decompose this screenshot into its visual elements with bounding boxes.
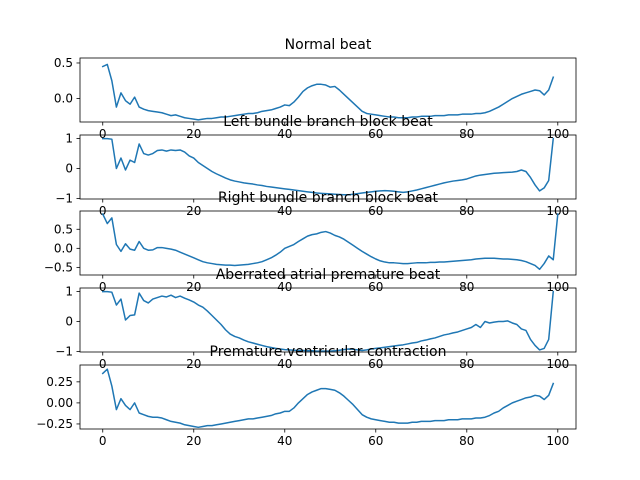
x-tick-label: 0 xyxy=(99,434,107,448)
y-tick-label: −0.25 xyxy=(36,417,73,431)
x-tick-label: 80 xyxy=(459,127,474,141)
series-line xyxy=(102,290,555,352)
subplot-4: 1 0 −1 0 20 40 60 80 100 xyxy=(55,285,577,371)
x-tick-label: 40 xyxy=(277,280,292,294)
y-tick-label: 0.25 xyxy=(46,375,73,389)
subplot-title: Normal beat xyxy=(285,37,372,53)
y-tick-label: 0.5 xyxy=(54,56,73,70)
y-tick-label: 1 xyxy=(65,132,73,146)
x-tick-label: 60 xyxy=(368,280,383,294)
subplot-5: 0.25 0.00 −0.25 0 20 40 60 80 100 xyxy=(36,364,577,448)
y-tick-label: −1 xyxy=(55,344,73,358)
x-tick-label: 100 xyxy=(546,127,569,141)
axis-frame xyxy=(79,57,577,123)
x-tick-label: 40 xyxy=(277,127,292,141)
x-tick-label: 0 xyxy=(99,280,107,294)
axis-frame xyxy=(79,364,577,430)
x-tick-label: 60 xyxy=(368,434,383,448)
series-line xyxy=(101,368,555,429)
x-tick-label: 80 xyxy=(459,434,474,448)
x-tick-label: 20 xyxy=(186,434,201,448)
y-tick-label: 0 xyxy=(65,314,73,328)
x-tick-label: 100 xyxy=(546,280,569,294)
subplot-1: 0.5 0.0 0 20 40 60 80 100 xyxy=(54,56,577,141)
y-tick-label: 0.0 xyxy=(54,241,73,255)
axis-frame xyxy=(79,210,577,276)
x-tick-label: 100 xyxy=(546,434,569,448)
y-tick-label: 0.00 xyxy=(46,396,73,410)
x-tick-label: 20 xyxy=(186,280,201,294)
series-line xyxy=(102,137,555,196)
y-tick-label: −0.5 xyxy=(44,260,73,274)
subplot-title: Right bundle branch block beat xyxy=(218,190,439,206)
x-tick-label: 20 xyxy=(186,127,201,141)
axis-frame xyxy=(79,287,577,353)
x-tick-label: 100 xyxy=(546,357,569,371)
x-tick-label: 0 xyxy=(99,127,107,141)
x-tick-label: 60 xyxy=(368,127,383,141)
subplot-title: Premature ventricular contraction xyxy=(210,344,447,360)
axis-frame xyxy=(79,134,577,200)
series-line xyxy=(101,213,559,271)
x-tick-label: 20 xyxy=(186,357,201,371)
y-tick-label: 0.5 xyxy=(54,222,73,236)
x-tick-label: 80 xyxy=(459,280,474,294)
subplot-3: 0.5 0.0 −0.5 0 20 40 60 80 100 xyxy=(44,210,577,294)
x-tick-label: 80 xyxy=(459,357,474,371)
subplot-title: Aberrated atrial premature beat xyxy=(216,267,441,283)
y-tick-label: 1 xyxy=(65,285,73,299)
x-tick-label: 40 xyxy=(277,357,292,371)
series-line xyxy=(101,63,555,121)
y-tick-label: −1 xyxy=(55,191,73,205)
x-tick-label: 60 xyxy=(368,357,383,371)
y-tick-label: 0 xyxy=(65,161,73,175)
subplot-title: Left bundle branch block beat xyxy=(223,114,433,130)
y-tick-label: 0.0 xyxy=(54,92,73,106)
x-tick-label: 40 xyxy=(277,434,292,448)
x-tick-label: 0 xyxy=(99,357,107,371)
